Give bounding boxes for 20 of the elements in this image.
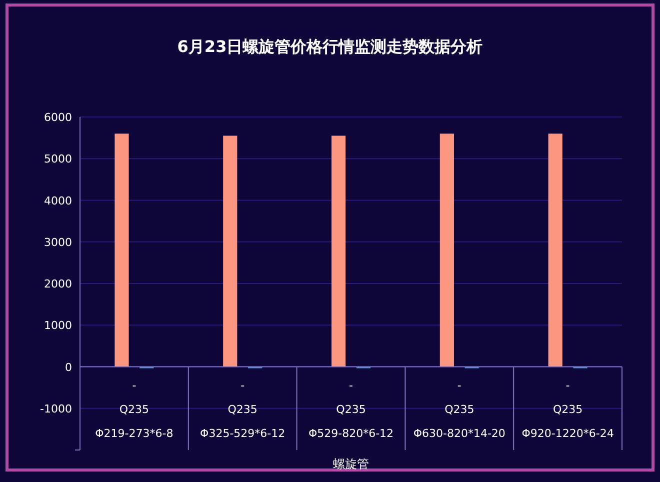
chart-title: 6月23日螺旋管价格行情监测走势数据分析	[177, 37, 483, 56]
y-tick-label: 0	[65, 360, 72, 374]
bar	[548, 134, 562, 367]
x-tick-label: - Q235 Φ630-820*14-20	[413, 378, 506, 440]
x-tick-label: - Q235 Φ529-820*6-12	[308, 378, 394, 440]
y-tick-label: 6000	[44, 111, 72, 124]
bar	[440, 134, 454, 367]
y-tick-label: 3000	[44, 236, 72, 249]
x-axis-title: 螺旋管	[333, 457, 369, 471]
y-tick-label: 2000	[44, 278, 72, 290]
x-tick-label: - Q235 Φ920-1220*6-24	[522, 378, 614, 440]
x-tick-label: - Q235 Φ325-529*6-12	[200, 378, 286, 440]
y-tick-label: 5000	[44, 152, 72, 166]
x-tick-label: - Q235 Φ219-273*6-8	[95, 378, 174, 440]
y-tick-label: -1000	[40, 402, 72, 416]
bar	[114, 134, 129, 367]
y-tick-label: 4000	[44, 194, 72, 208]
bar	[331, 136, 346, 367]
y-tick-label: 1000	[44, 319, 72, 332]
bar	[223, 136, 238, 367]
